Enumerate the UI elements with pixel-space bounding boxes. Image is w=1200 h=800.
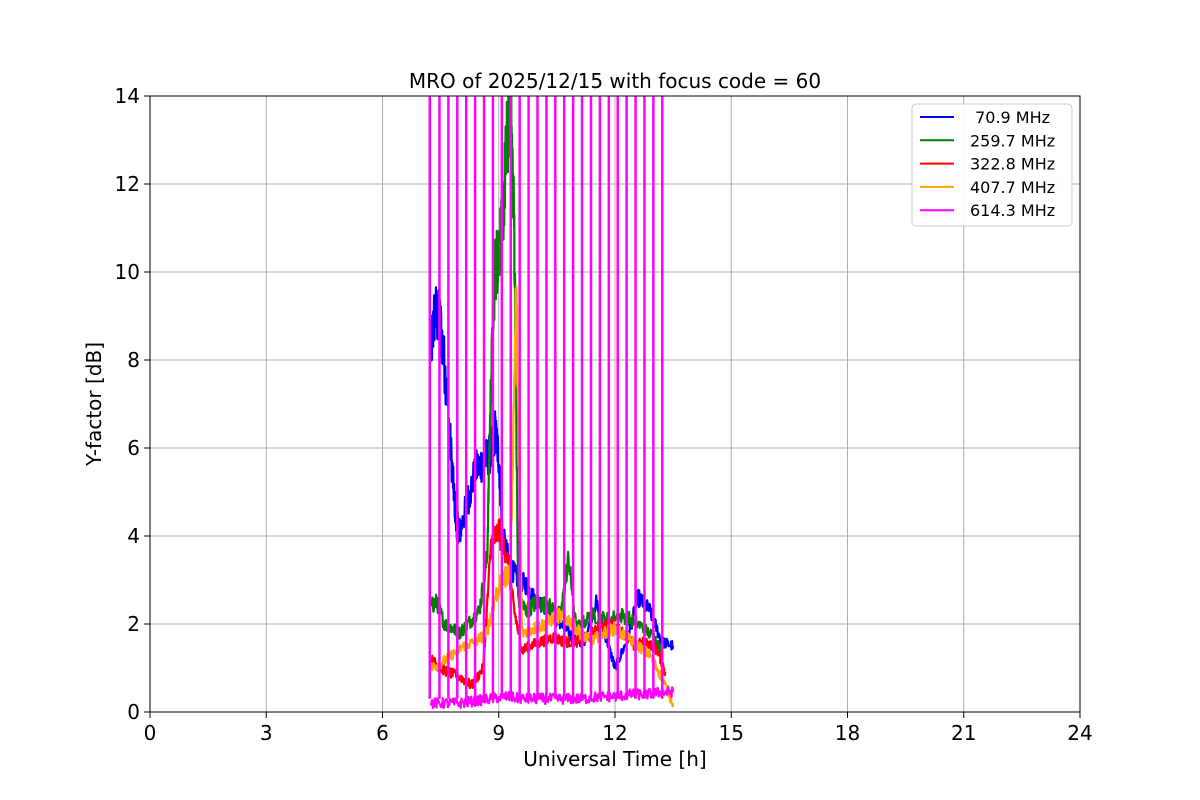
legend-label: 614.3 MHz (970, 201, 1055, 220)
x-tick-label: 15 (719, 721, 744, 745)
y-tick-label: 8 (127, 348, 140, 372)
series-line-407-7-mhz (429, 285, 675, 708)
legend-label: 322.8 MHz (970, 155, 1055, 174)
y-tick-label: 10 (115, 260, 140, 284)
y-tick-label: 6 (127, 436, 140, 460)
x-tick-label: 12 (602, 721, 627, 745)
legend: 70.9 MHz 259.7 MHz 322.8 MHz 407.7 MHz 614.3… (911, 103, 1073, 227)
y-tick-label: 2 (127, 612, 140, 636)
x-tick-label: 9 (492, 721, 505, 745)
y-tick-label: 4 (127, 524, 140, 548)
y-tick-label: 14 (115, 84, 140, 108)
series-group (428, 96, 675, 710)
y-tick-label: 0 (127, 700, 140, 724)
plot-area (428, 96, 675, 710)
x-tick-label: 6 (376, 721, 389, 745)
legend-label: 259.7 MHz (970, 131, 1055, 150)
y-axis-label: Y-factor [dB] (82, 342, 106, 467)
x-axis-label: Universal Time [h] (523, 747, 706, 771)
x-tick-label: 3 (260, 721, 273, 745)
legend-box (911, 103, 1073, 227)
x-tick-label: 21 (951, 721, 976, 745)
x-axis: 0 3 6 9 12 15 18 21 24 (144, 712, 1093, 745)
legend-label: 407.7 MHz (970, 178, 1055, 197)
chart-title: MRO of 2025/12/15 with focus code = 60 (409, 69, 821, 93)
x-tick-label: 24 (1067, 721, 1092, 745)
x-tick-label: 18 (835, 721, 860, 745)
y-tick-label: 12 (115, 172, 140, 196)
y-axis: 0 2 4 6 8 10 12 14 (115, 84, 150, 724)
x-tick-label: 0 (144, 721, 157, 745)
legend-label: 70.9 MHz (970, 108, 1050, 127)
